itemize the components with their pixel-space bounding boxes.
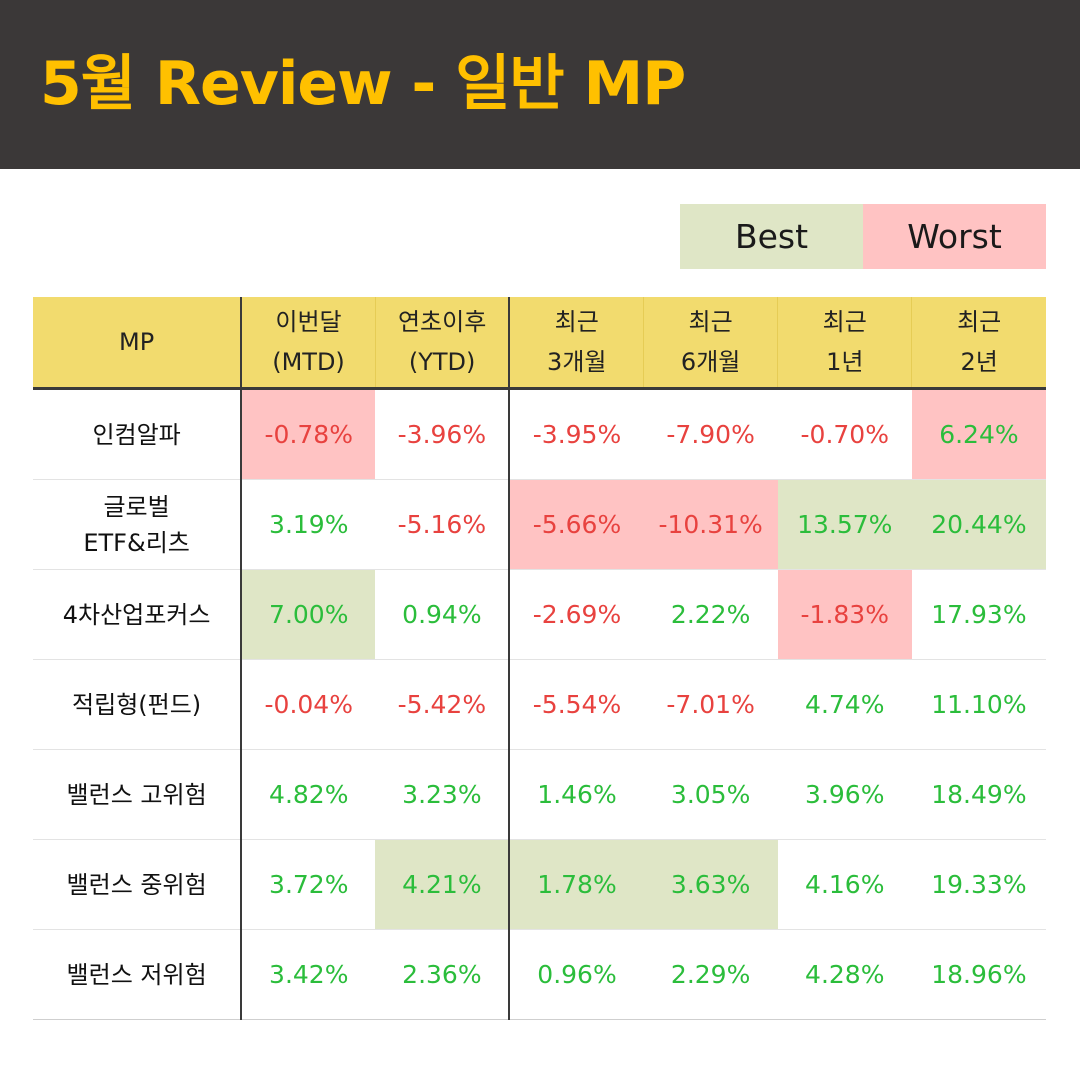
table-row: 글로벌 ETF&리츠 3.19% -5.16% -5.66% -10.31% 13.57% 2… — [33, 479, 1046, 570]
return-cell-1y: 13.57% — [777, 479, 912, 570]
column-header-mp: MP — [33, 297, 242, 389]
header-row: MP 이번달 (MTD) 연초이후 (YTD) 최근 3개월 최근 6개월 최근… — [33, 297, 1046, 389]
portfolio-name-cell: 4차산업포커스 — [33, 569, 242, 660]
return-cell-2y: 18.49% — [911, 749, 1046, 840]
return-cell-2y: 19.33% — [911, 839, 1046, 930]
portfolio-name-cell: 적립형(펀드) — [33, 659, 242, 750]
return-cell-3m: -5.66% — [508, 479, 644, 570]
return-cell-ytd: 2.36% — [375, 929, 510, 1020]
column-header-mtd: 이번달 (MTD) — [240, 297, 376, 389]
header-line-2: 2년 — [960, 348, 998, 376]
return-cell-1y: 4.16% — [777, 839, 912, 930]
header-line-1: 이번달 — [275, 308, 342, 336]
return-cell-6m: -7.90% — [643, 387, 778, 480]
return-cell-ytd: -5.42% — [375, 659, 510, 750]
return-cell-3m: -5.54% — [508, 659, 644, 750]
return-cell-mtd: -0.04% — [240, 659, 376, 750]
return-cell-ytd: -5.16% — [375, 479, 510, 570]
return-cell-6m: 2.22% — [643, 569, 778, 660]
header-line-2: 1년 — [826, 348, 864, 376]
header-line-1: 최근 — [957, 308, 1002, 336]
return-cell-ytd: 0.94% — [375, 569, 510, 660]
return-cell-1y: 4.74% — [777, 659, 912, 750]
header-line-1: 최근 — [822, 308, 867, 336]
legend-best: Best — [680, 204, 863, 269]
header-line-2: (MTD) — [272, 348, 345, 376]
header-line-1: 최근 — [688, 308, 733, 336]
portfolio-name: 밸런스 중위험 — [66, 870, 207, 899]
table-row: 밸런스 고위험 4.82% 3.23% 1.46% 3.05% 3.96% 18.49% — [33, 749, 1046, 840]
portfolio-name-cell: 글로벌 ETF&리츠 — [33, 479, 242, 570]
portfolio-name-line-2: ETF&리츠 — [83, 528, 190, 557]
header-line-2: (YTD) — [408, 348, 476, 376]
return-cell-mtd: 3.72% — [240, 839, 376, 930]
return-cell-ytd: -3.96% — [375, 387, 510, 480]
return-cell-3m: 1.46% — [508, 749, 644, 840]
performance-table: MP 이번달 (MTD) 연초이후 (YTD) 최근 3개월 최근 6개월 최근… — [33, 297, 1046, 1020]
column-header-3m: 최근 3개월 — [508, 297, 644, 389]
return-cell-mtd: 4.82% — [240, 749, 376, 840]
portfolio-name-cell: 밸런스 중위험 — [33, 839, 242, 930]
table-row: 4차산업포커스 7.00% 0.94% -2.69% 2.22% -1.83% 17.93% — [33, 569, 1046, 660]
return-cell-6m: 3.05% — [643, 749, 778, 840]
return-cell-2y: 20.44% — [911, 479, 1046, 570]
header-line-2: 6개월 — [680, 348, 741, 376]
return-cell-1y: 4.28% — [777, 929, 912, 1020]
header-line-1: MP — [119, 328, 155, 356]
portfolio-name: 밸런스 저위험 — [66, 960, 207, 989]
table-row: 적립형(펀드) -0.04% -5.42% -5.54% -7.01% 4.74% 11.1… — [33, 659, 1046, 750]
return-cell-ytd: 4.21% — [375, 839, 510, 930]
table-row: 밸런스 저위험 3.42% 2.36% 0.96% 2.29% 4.28% 18.96% — [33, 929, 1046, 1020]
return-cell-3m: -2.69% — [508, 569, 644, 660]
portfolio-name: 글로벌 — [103, 492, 170, 521]
portfolio-name-cell: 밸런스 고위험 — [33, 749, 242, 840]
header-line-1: 연초이후 — [397, 308, 487, 336]
table-row: 인컴알파 -0.78% -3.96% -3.95% -7.90% -0.70% 6.24% — [33, 387, 1046, 480]
return-cell-3m: 0.96% — [508, 929, 644, 1020]
header-line-2: 3개월 — [547, 348, 607, 376]
portfolio-name-cell: 밸런스 저위험 — [33, 929, 242, 1020]
table-row: 밸런스 중위험 3.72% 4.21% 1.78% 3.63% 4.16% 19.33% — [33, 839, 1046, 930]
return-cell-1y: 3.96% — [777, 749, 912, 840]
header-banner: 5월 Review - 일반 MP — [0, 0, 1080, 169]
return-cell-mtd: 7.00% — [240, 569, 376, 660]
column-header-ytd: 연초이후 (YTD) — [374, 297, 510, 389]
portfolio-name: 인컴알파 — [92, 420, 181, 449]
portfolio-name: 4차산업포커스 — [62, 600, 211, 629]
portfolio-name: 밸런스 고위험 — [66, 780, 207, 809]
return-cell-3m: 1.78% — [508, 839, 644, 930]
return-cell-1y: -0.70% — [777, 387, 912, 480]
return-cell-6m: -7.01% — [643, 659, 778, 750]
return-cell-6m: -10.31% — [643, 479, 778, 570]
return-cell-2y: 6.24% — [911, 387, 1046, 480]
column-header-2y: 최근 2년 — [911, 297, 1046, 389]
return-cell-mtd: 3.42% — [240, 929, 376, 1020]
return-cell-2y: 18.96% — [911, 929, 1046, 1020]
page-title: 5월 Review - 일반 MP — [40, 49, 686, 119]
column-header-1y: 최근 1년 — [777, 297, 912, 389]
header-line-1: 최근 — [554, 308, 599, 336]
portfolio-name-cell: 인컴알파 — [33, 387, 242, 480]
column-header-6m: 최근 6개월 — [643, 297, 778, 389]
return-cell-3m: -3.95% — [508, 387, 644, 480]
return-cell-6m: 3.63% — [643, 839, 778, 930]
portfolio-name: 적립형(펀드) — [72, 690, 202, 719]
return-cell-6m: 2.29% — [643, 929, 778, 1020]
return-cell-ytd: 3.23% — [375, 749, 510, 840]
return-cell-2y: 17.93% — [911, 569, 1046, 660]
return-cell-mtd: 3.19% — [240, 479, 376, 570]
return-cell-2y: 11.10% — [911, 659, 1046, 750]
return-cell-mtd: -0.78% — [240, 387, 376, 480]
return-cell-1y: -1.83% — [777, 569, 912, 660]
legend-worst: Worst — [863, 204, 1046, 269]
